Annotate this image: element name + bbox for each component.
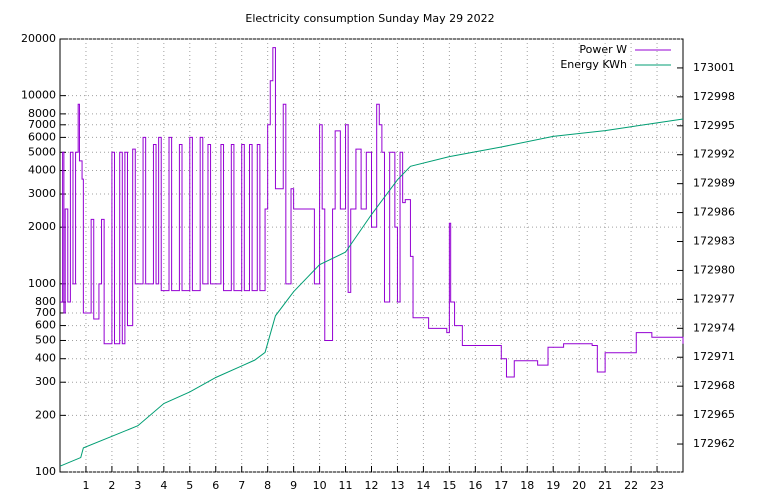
y2-tick-label: 172968	[693, 379, 735, 392]
y2-tick-label: 172980	[693, 263, 735, 276]
x-tick-label: 6	[212, 479, 219, 492]
x-tick-label: 20	[572, 479, 586, 492]
series-line	[59, 118, 684, 467]
y2-tick-label: 172965	[693, 408, 735, 421]
y-tick-label: 100	[35, 465, 56, 478]
x-tick-label: 19	[546, 479, 560, 492]
y2-tick-label: 172992	[693, 148, 735, 161]
y-tick-label: 800	[35, 295, 56, 308]
x-tick-label: 14	[416, 479, 430, 492]
x-tick-label: 3	[134, 479, 141, 492]
y2-tick-label: 172986	[693, 206, 735, 219]
y-tick-label: 200	[35, 408, 56, 421]
x-tick-label: 23	[650, 479, 664, 492]
x-tick-label: 21	[598, 479, 612, 492]
y2-tick-label: 172998	[693, 90, 735, 103]
y2-tick-label: 172983	[693, 235, 735, 248]
x-tick-label: 7	[238, 479, 245, 492]
x-tick-label: 9	[290, 479, 297, 492]
y-tick-label: 3000	[28, 187, 56, 200]
y2-tick-label: 172995	[693, 119, 735, 132]
y2-tick-label: 173001	[693, 61, 735, 74]
y-tick-label: 600	[35, 319, 56, 332]
y2-tick-label: 172977	[693, 292, 735, 305]
legend-label: Energy KWh	[560, 58, 627, 71]
x-tick-label: 22	[624, 479, 638, 492]
y-tick-label: 6000	[28, 130, 56, 143]
y-tick-label: 8000	[28, 107, 56, 120]
series-line	[60, 47, 684, 378]
y-tick-label: 500	[35, 333, 56, 346]
y2-tick-label: 172989	[693, 177, 735, 190]
y-tick-label: 5000	[28, 145, 56, 158]
x-tick-label: 8	[264, 479, 271, 492]
y-tick-label: 7000	[28, 118, 56, 131]
y2-tick-label: 172971	[693, 350, 735, 363]
x-tick-label: 5	[186, 479, 193, 492]
y-tick-label: 700	[35, 306, 56, 319]
x-tick-label: 2	[108, 479, 115, 492]
y2-tick-label: 172962	[693, 437, 735, 450]
y-tick-label: 400	[35, 352, 56, 365]
x-tick-label: 12	[365, 479, 379, 492]
y-tick-label: 2000	[28, 220, 56, 233]
x-tick-label: 1	[82, 479, 89, 492]
x-tick-label: 4	[160, 479, 167, 492]
x-tick-label: 15	[442, 479, 456, 492]
chart-title: Electricity consumption Sunday May 29 20…	[245, 12, 494, 25]
legend-label: Power W	[579, 43, 627, 56]
y-tick-label: 300	[35, 375, 56, 388]
x-tick-label: 18	[520, 479, 534, 492]
x-tick-label: 10	[313, 479, 327, 492]
y2-tick-label: 172974	[693, 321, 735, 334]
x-tick-label: 16	[468, 479, 482, 492]
x-tick-label: 13	[390, 479, 404, 492]
x-tick-label: 11	[339, 479, 353, 492]
y-tick-label: 10000	[21, 89, 56, 102]
y-tick-label: 4000	[28, 164, 56, 177]
y-tick-label: 1000	[28, 277, 56, 290]
y-tick-label: 20000	[21, 32, 56, 45]
x-tick-label: 17	[494, 479, 508, 492]
